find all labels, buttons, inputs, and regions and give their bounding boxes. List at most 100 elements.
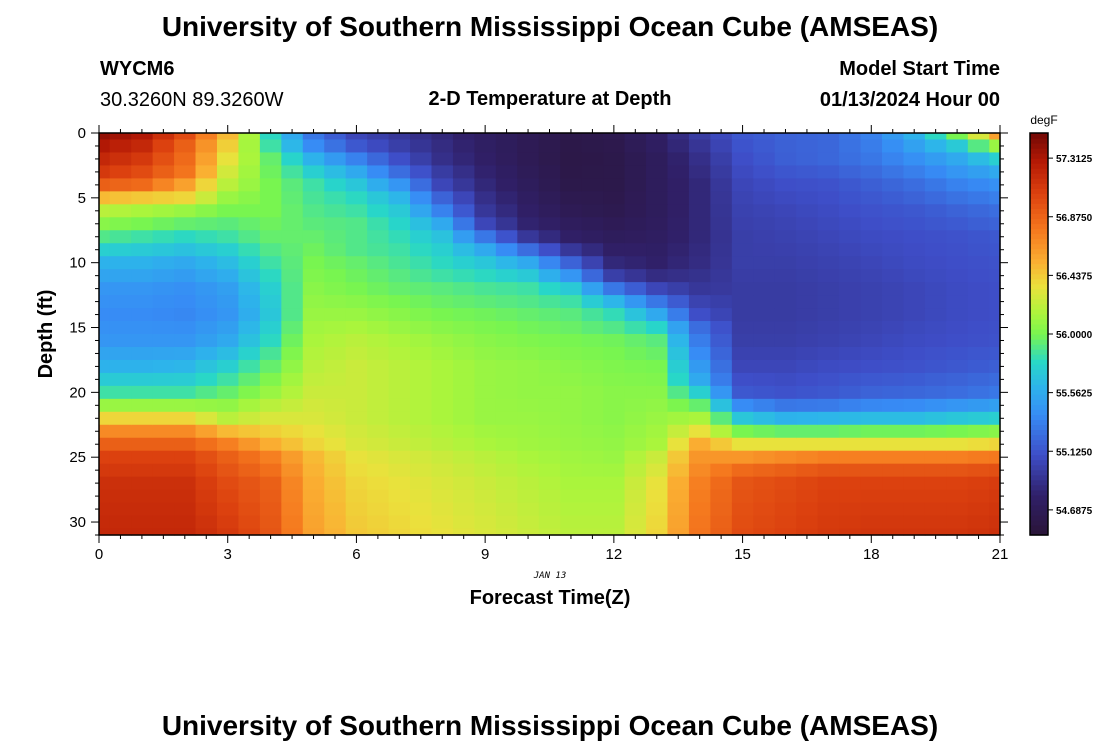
heatmap-cell [774, 256, 797, 270]
heatmap-cell [517, 463, 540, 478]
heatmap-cell [882, 450, 905, 465]
heatmap-cell [839, 230, 862, 244]
colorbar-segment [1030, 268, 1048, 275]
heatmap-cell [109, 359, 132, 374]
heatmap-cell [688, 411, 711, 426]
heatmap-cell [99, 424, 111, 439]
heatmap-cell [581, 334, 604, 348]
heatmap-cell [710, 398, 733, 413]
heatmap-cell [646, 359, 669, 374]
heatmap-cell [688, 385, 711, 400]
heatmap-cell [817, 424, 840, 439]
heatmap-cell [174, 256, 197, 270]
heatmap-cell [281, 295, 304, 309]
heatmap-cell [367, 217, 390, 231]
heatmap-cell [302, 515, 325, 530]
heatmap-cell [452, 528, 476, 536]
heatmap-cell [903, 346, 926, 361]
heatmap-cell [667, 502, 690, 517]
heatmap-cell [302, 385, 325, 400]
heatmap-cell [174, 139, 197, 154]
heatmap-cell [174, 217, 197, 231]
heatmap-cell [131, 528, 154, 536]
heatmap-cell [967, 191, 990, 205]
heatmap-cell [281, 204, 304, 218]
colorbar-segment [1030, 404, 1048, 410]
heatmap-cell [367, 243, 390, 257]
heatmap-cell [99, 398, 111, 413]
heatmap-cell [238, 385, 261, 400]
heatmap-cell [989, 295, 1001, 309]
heatmap-cell [367, 269, 390, 283]
heatmap-cell [195, 217, 218, 231]
heatmap-cell [967, 346, 990, 361]
heatmap-cell [131, 243, 154, 257]
heatmap-cell [667, 282, 690, 296]
heatmap-cell [731, 133, 754, 141]
heatmap-cell [560, 152, 583, 167]
heatmap-cell [174, 191, 197, 205]
heatmap-cell [924, 334, 947, 348]
heatmap-cell [109, 191, 132, 205]
heatmap-cell [131, 346, 154, 361]
heatmap-cell [688, 217, 711, 231]
heatmap-cell [259, 502, 282, 517]
heatmap-cell [624, 502, 647, 517]
colorbar-segment [1030, 293, 1048, 300]
heatmap-cell [924, 385, 947, 400]
heatmap-cell [817, 204, 840, 218]
x-tick-label: 21 [992, 546, 1009, 563]
heatmap-cell [989, 217, 1001, 231]
heatmap-cell [667, 528, 690, 536]
heatmap-cell [946, 256, 969, 270]
heatmap-cell [817, 133, 840, 141]
heatmap-cell [345, 256, 368, 270]
heatmap-cell [989, 204, 1001, 218]
heatmap-cell [345, 385, 368, 400]
heatmap-cell [753, 191, 776, 205]
heatmap-cell [152, 217, 175, 231]
heatmap-cell [688, 489, 711, 504]
y-tick-label: 0 [78, 125, 86, 142]
heatmap-cell [731, 178, 754, 192]
heatmap-cell [131, 450, 154, 465]
colorbar-segment [1030, 183, 1048, 189]
heatmap-cell [238, 295, 261, 309]
heatmap-cell [388, 476, 411, 491]
colorbar-segment [1030, 499, 1048, 506]
heatmap-cell [517, 152, 540, 167]
colorbar-segment [1030, 188, 1048, 194]
heatmap-cell [667, 450, 690, 465]
heatmap-cell [109, 334, 132, 348]
heatmap-cell [882, 308, 905, 322]
heatmap-cell [216, 204, 240, 218]
heatmap-cell [603, 502, 626, 517]
heatmap-cell [882, 528, 905, 536]
heatmap-cell [174, 334, 197, 348]
heatmap-cell [667, 372, 690, 387]
heatmap-cell [646, 295, 669, 309]
heatmap-cell [495, 528, 518, 536]
heatmap-cell [452, 139, 476, 154]
heatmap-cell [99, 437, 111, 452]
heatmap-cell [195, 321, 218, 335]
heatmap-cell [710, 217, 733, 231]
heatmap-cell [731, 476, 754, 491]
heatmap-cell [174, 282, 197, 296]
heatmap-cell [967, 385, 990, 400]
heatmap-cell [667, 437, 690, 452]
heatmap-cell [281, 372, 304, 387]
colorbar-tick-label: 57.3125 [1056, 154, 1093, 165]
heatmap-cell [259, 204, 282, 218]
heatmap-cell [109, 321, 132, 335]
heatmap-cell [710, 243, 733, 257]
heatmap-cell [495, 515, 518, 530]
heatmap-cell [667, 204, 690, 218]
x-tick-label: 18 [863, 546, 880, 563]
heatmap-cell [860, 450, 883, 465]
heatmap-cell [731, 152, 754, 167]
heatmap-cell [646, 178, 669, 192]
heatmap-cell [667, 256, 690, 270]
heatmap-cell [688, 398, 711, 413]
heatmap-cell [839, 191, 862, 205]
